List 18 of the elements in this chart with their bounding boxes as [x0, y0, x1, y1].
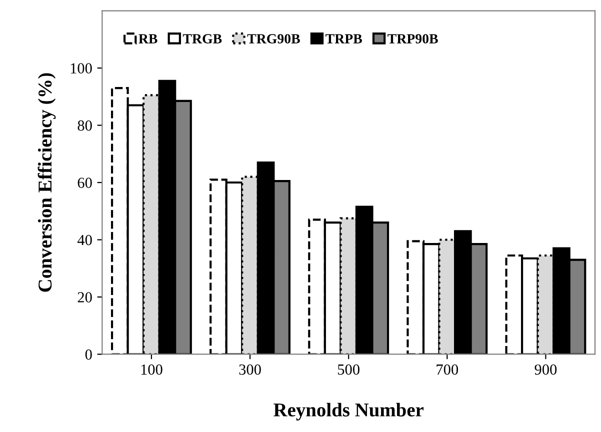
- x-axis-title: Reynolds Number: [274, 402, 424, 421]
- y-tick-label: 100: [70, 63, 92, 74]
- legend-label: TRPB: [326, 34, 362, 44]
- y-tick-label: 0: [85, 349, 92, 360]
- x-tick-label: 700: [436, 364, 458, 375]
- legend-label: TRG90B: [247, 34, 300, 44]
- y-tick-label: 40: [77, 234, 92, 246]
- legend-label: TRP90B: [388, 34, 438, 44]
- legend-label: TRGB: [182, 34, 222, 44]
- y-tick-label: 80: [78, 120, 92, 131]
- x-tick-label: 300: [239, 364, 261, 375]
- y-axis-title: Conversion Efficiency (%): [38, 73, 56, 292]
- legend-label: RB: [138, 34, 158, 44]
- y-tick-label: 60: [78, 178, 92, 188]
- y-tick-label: 20: [78, 292, 92, 302]
- x-tick-label: 500: [338, 364, 360, 375]
- x-tick-label: 900: [534, 364, 557, 375]
- x-tick-label: 100: [141, 364, 162, 375]
